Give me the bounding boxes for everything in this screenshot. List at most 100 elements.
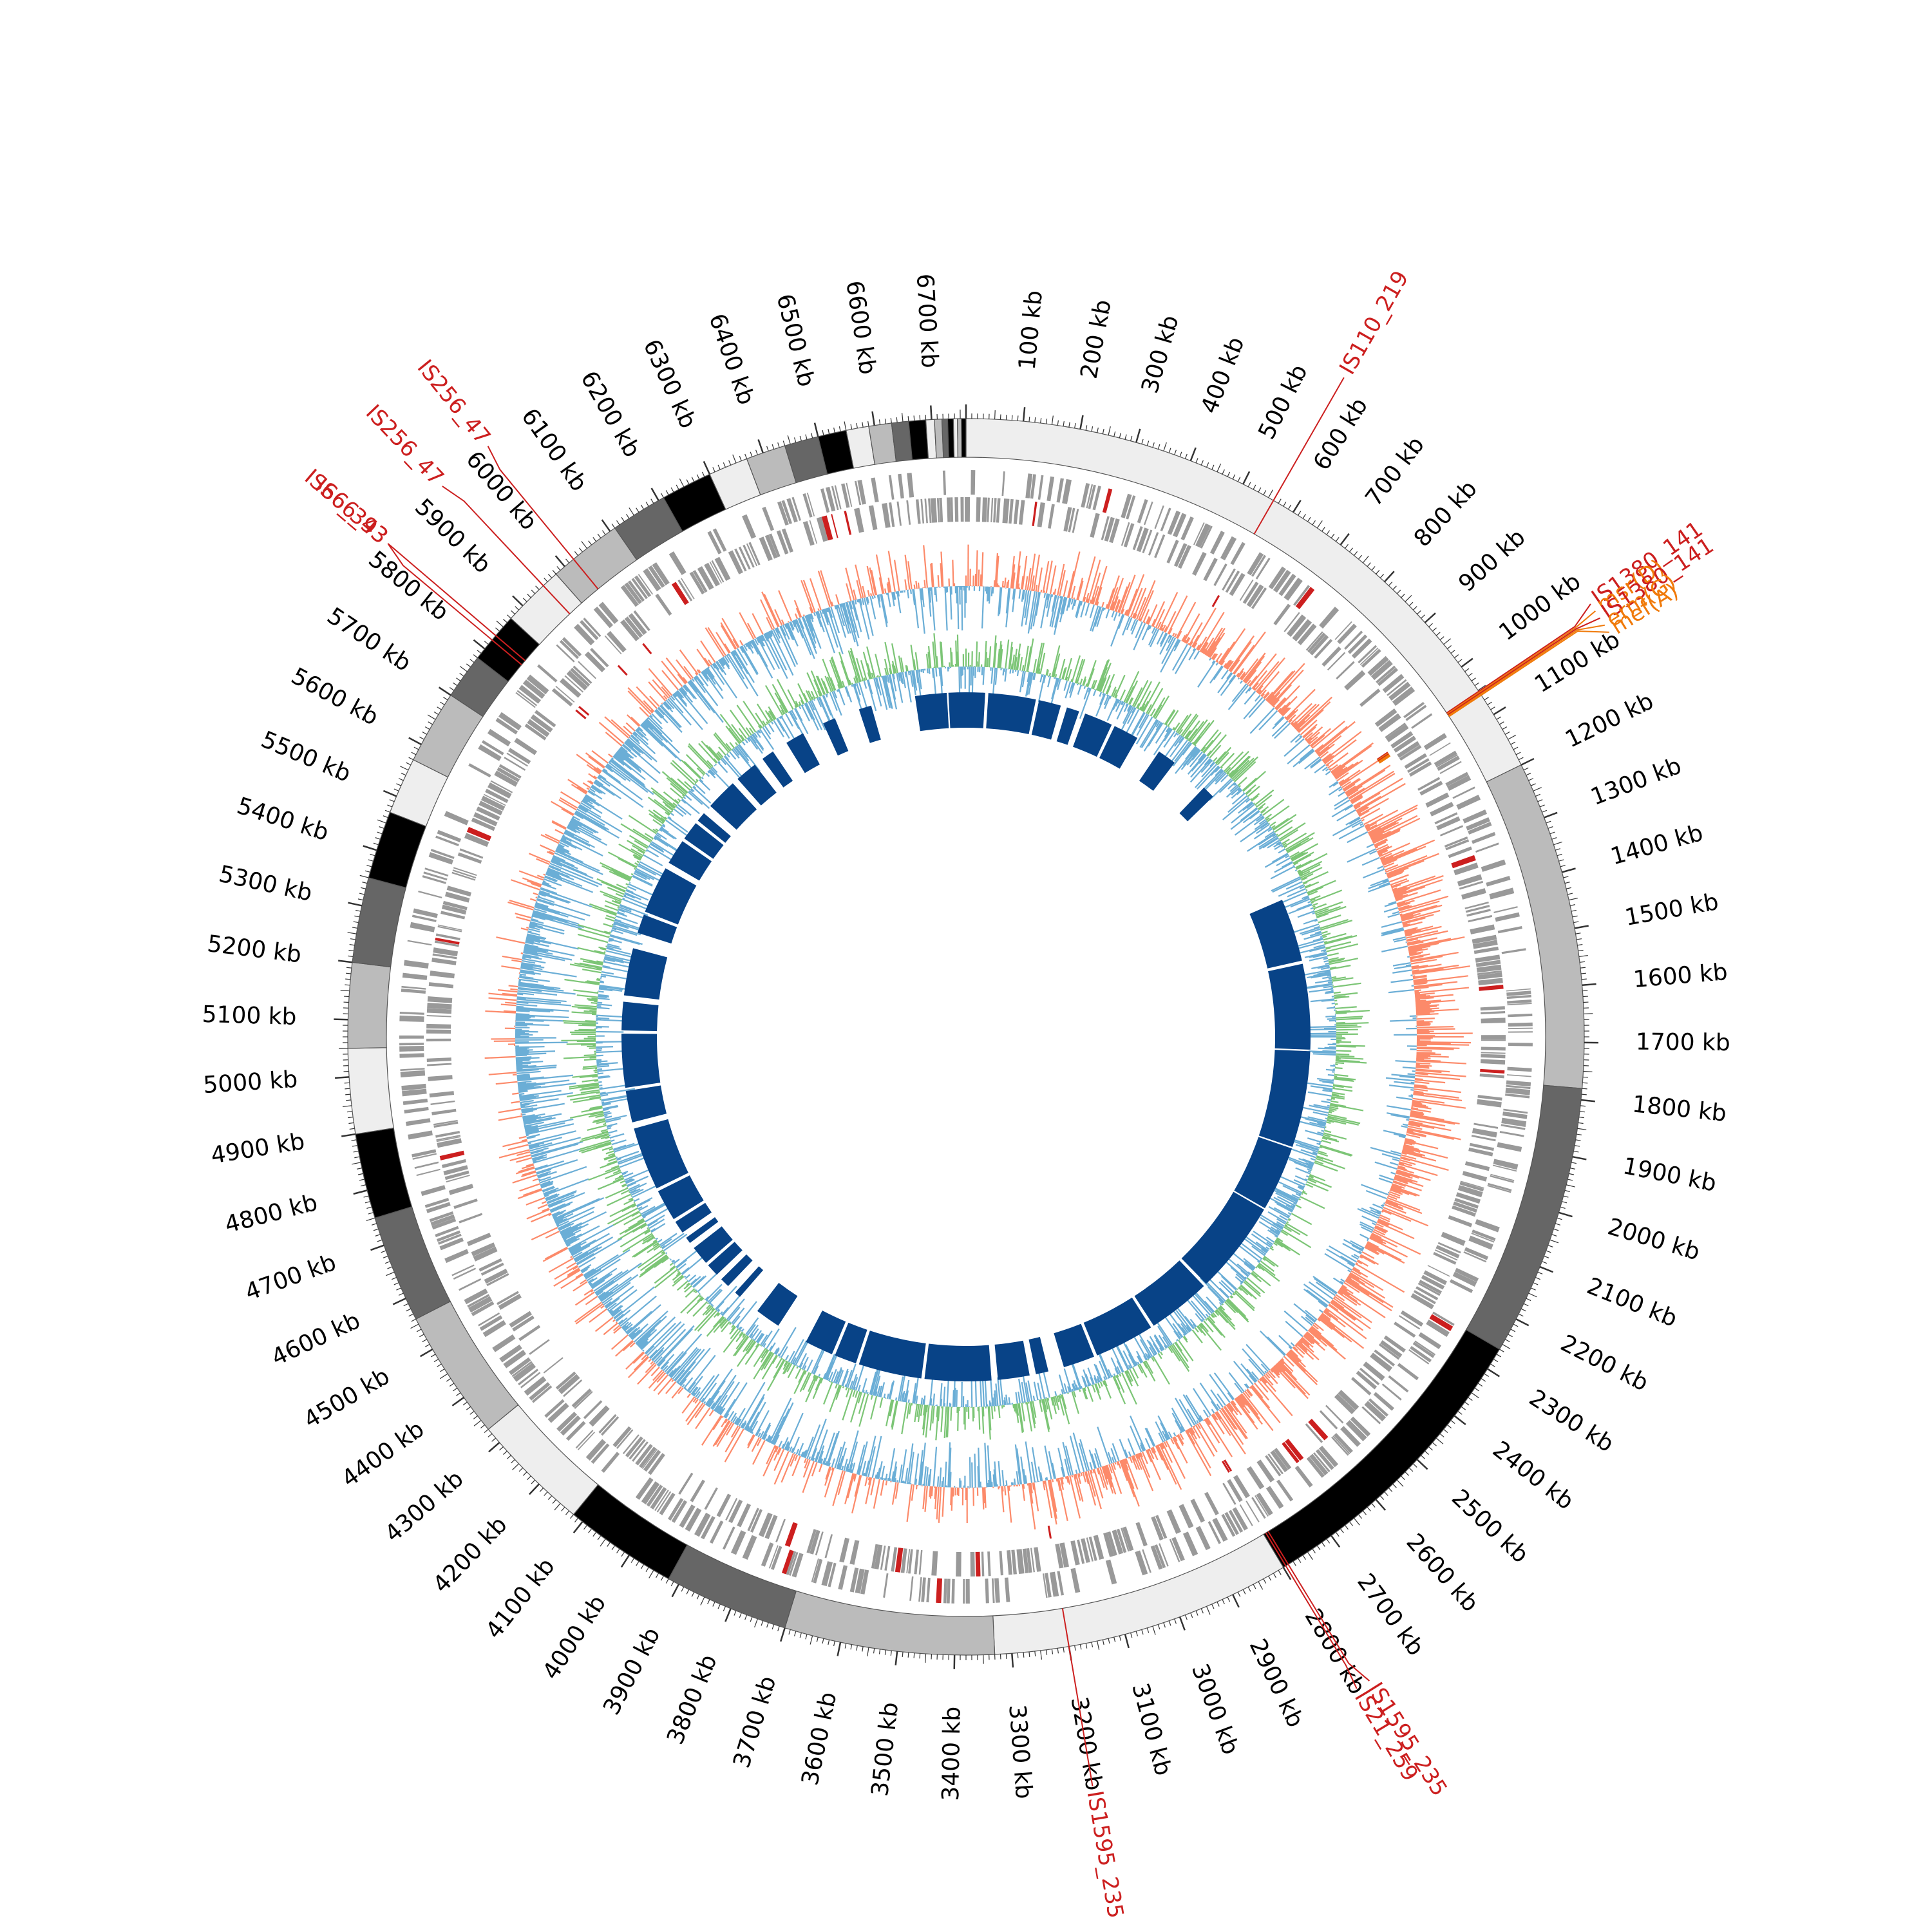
gc-skew-bar (625, 740, 634, 748)
gc-skew-bar (858, 598, 870, 640)
scale-tick (338, 960, 353, 963)
gene-feature (868, 505, 878, 531)
gc-skew-bar (1214, 1412, 1231, 1436)
gc-skew-bar (1213, 666, 1224, 681)
scale-tick (1461, 1406, 1466, 1410)
gc-content-bar (1191, 750, 1201, 761)
gc-content-bar (1037, 674, 1046, 703)
gc-skew-bar (927, 587, 932, 617)
gc-skew-bar (695, 676, 719, 706)
gene-feature (924, 498, 928, 524)
gc-skew-bar (561, 1226, 582, 1237)
gc-skew-bar (806, 1424, 821, 1459)
scale-tick (816, 1636, 819, 1643)
gc-skew-bar (1260, 1378, 1293, 1417)
tick-label: 200 kb (1076, 298, 1117, 381)
gc-skew-bar (1381, 848, 1417, 864)
gc-skew-bar (1376, 1211, 1381, 1214)
gc-skew-bar (521, 1103, 565, 1112)
gc-content-bar (1281, 845, 1284, 848)
gene-feature (604, 635, 622, 655)
gc-skew-bar (1188, 649, 1197, 661)
gc-skew-bar (911, 1484, 914, 1501)
gc-skew-bar (1350, 1240, 1365, 1249)
gene-feature (1378, 1343, 1400, 1360)
gc-skew-bar (721, 657, 730, 670)
gene-feature (1062, 478, 1072, 504)
gc-content-bar (1317, 1077, 1334, 1082)
gc-skew-bar (640, 1341, 649, 1350)
tick-label: 4000 kb (538, 1591, 611, 1684)
scale-tick (670, 487, 674, 493)
gc-content-bar (1311, 902, 1314, 904)
gc-skew-bar (706, 667, 715, 678)
gene-feature (725, 1498, 738, 1521)
gc-skew-bar (1053, 596, 1064, 635)
scale-tick (345, 1094, 351, 1095)
scale-tick (640, 504, 645, 510)
gc-content-bar (1321, 933, 1331, 937)
gc-skew-bar (1413, 1091, 1459, 1099)
gc-skew-bar (612, 1309, 622, 1318)
gc-skew-bar (1333, 766, 1348, 777)
gc-skew-bar (1115, 600, 1121, 612)
gc-content-bar (1173, 727, 1176, 731)
gc-skew-bar (846, 601, 857, 633)
gc-skew-bar (1319, 1316, 1352, 1343)
gene-feature (1367, 656, 1389, 676)
gene-feature (738, 546, 751, 570)
gene-feature (908, 1549, 913, 1574)
gc-skew-bar (984, 1443, 988, 1488)
gc-skew-bar (1048, 1451, 1056, 1479)
gc-skew-bar (814, 1452, 819, 1462)
gene-feature (1293, 585, 1311, 606)
gc-skew-bar (1152, 1446, 1157, 1454)
scale-tick (547, 1495, 553, 1500)
gc-skew-bar (937, 575, 940, 587)
gc-skew-bar (757, 636, 775, 670)
gc-skew-bar (536, 858, 550, 866)
gc-skew-bar (623, 725, 633, 735)
scale-tick (761, 1620, 764, 1626)
gc-content-bar (1297, 869, 1301, 873)
gc-skew-bar (848, 1441, 858, 1473)
gc-skew-bar (921, 588, 925, 607)
gene-feature (1208, 1520, 1221, 1544)
gene-feature (1358, 645, 1378, 664)
gc-content-bar (1070, 679, 1073, 683)
gc-skew-bar (526, 935, 540, 940)
gc-skew-bar (622, 1321, 632, 1331)
scale-tick (1493, 706, 1506, 715)
scale-tick (386, 1271, 395, 1276)
gc-content-bar (1175, 715, 1189, 733)
gc-skew-bar (570, 819, 582, 827)
gc-skew-bar (649, 696, 660, 707)
gc-skew-bar (683, 685, 696, 699)
gc-content-bar (1033, 672, 1036, 680)
gene-feature (1350, 1377, 1372, 1396)
gc-skew-bar (1323, 1311, 1332, 1318)
gc-skew-bar (1245, 669, 1257, 684)
gc-skew-bar (751, 639, 773, 679)
gc-skew-bar (929, 587, 932, 603)
gc-skew-bar (1227, 1392, 1234, 1401)
gene-feature (424, 867, 449, 877)
gc-skew-bar (678, 688, 708, 724)
gc-content-bar (1065, 681, 1072, 699)
gc-skew-bar (1260, 689, 1267, 697)
gene-feature (1088, 1536, 1097, 1561)
gc-skew-bar (520, 1098, 559, 1106)
gc-skew-bar (634, 731, 649, 745)
gc-skew-bar (518, 1166, 535, 1173)
gc-skew-bar (627, 687, 653, 714)
gc-skew-bar (584, 795, 600, 807)
gc-skew-bar (1075, 1473, 1084, 1502)
gene-feature (1011, 1549, 1017, 1575)
gc-content-bar (1242, 777, 1257, 791)
gene-feature (1434, 750, 1457, 766)
gene-feature (1350, 1416, 1371, 1437)
gene-feature (573, 665, 592, 684)
gc-skew-bar (516, 1074, 530, 1077)
gene-feature (591, 1443, 610, 1464)
gc-content-bar (1283, 845, 1287, 848)
